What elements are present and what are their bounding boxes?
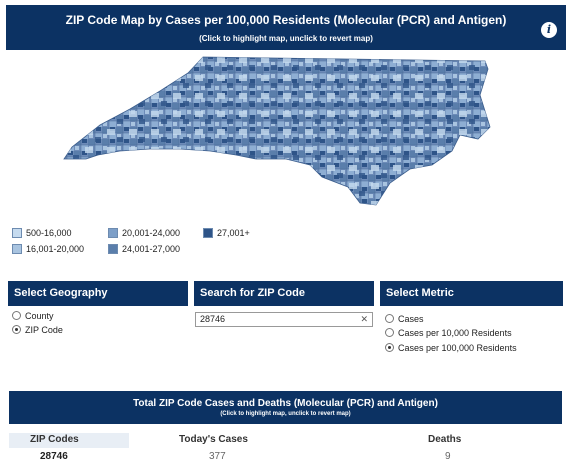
column-header-deaths[interactable]: Deaths (428, 434, 462, 445)
legend-item: 20,001-24,000 (108, 228, 180, 238)
radio-button[interactable] (12, 325, 21, 334)
map-subtitle: (Click to highlight map, unclick to reve… (199, 34, 373, 43)
radio-button[interactable] (12, 311, 21, 320)
legend-swatch (12, 244, 22, 254)
legend-item: 16,001-20,000 (12, 244, 84, 254)
radio-button[interactable] (385, 343, 394, 352)
close-icon[interactable]: ✕ (360, 314, 368, 324)
legend-swatch (12, 228, 22, 238)
geography-heading: Select Geography (8, 281, 188, 306)
legend-label: 27,001+ (217, 228, 250, 238)
option-label: Cases per 10,000 Residents (398, 328, 512, 338)
radio-button[interactable] (385, 328, 394, 337)
state-shape[interactable] (63, 56, 491, 206)
geography-option-county[interactable]: County (12, 311, 54, 321)
table-header: Total ZIP Code Cases and Deaths (Molecul… (9, 391, 562, 424)
legend-label: 16,001-20,000 (26, 244, 85, 254)
column-header-cases[interactable]: Today's Cases (179, 434, 248, 445)
map-header: ZIP Code Map by Cases per 100,000 Reside… (6, 5, 566, 50)
legend-label: 500-16,000 (26, 228, 72, 238)
zip-search-input[interactable]: 28746 ✕ (195, 312, 373, 327)
metric-option-cases[interactable]: Cases (385, 314, 424, 324)
table-title: Total ZIP Code Cases and Deaths (Molecul… (133, 398, 438, 409)
option-label: Cases (398, 314, 424, 324)
info-icon[interactable]: i (541, 22, 557, 38)
table-cell-zip[interactable]: 28746 (40, 451, 68, 462)
metric-option-cases-per-100k[interactable]: Cases per 100,000 Residents (385, 343, 517, 353)
table-cell-cases: 377 (209, 451, 226, 462)
legend-swatch (108, 228, 118, 238)
metric-heading: Select Metric (380, 281, 563, 306)
legend-label: 20,001-24,000 (122, 228, 181, 238)
search-value: 28746 (200, 314, 226, 324)
column-header-background (9, 433, 129, 448)
legend-item: 24,001-27,000 (108, 244, 180, 254)
zip-code-map[interactable] (60, 55, 492, 210)
legend-label: 24,001-27,000 (122, 244, 181, 254)
search-heading: Search for ZIP Code (194, 281, 374, 306)
column-header-zip[interactable]: ZIP Codes (30, 434, 79, 445)
option-label: Cases per 100,000 Residents (398, 343, 517, 353)
legend-item: 500-16,000 (12, 228, 72, 238)
radio-button[interactable] (385, 314, 394, 323)
option-label: County (25, 311, 54, 321)
metric-option-cases-per-10k[interactable]: Cases per 10,000 Residents (385, 328, 512, 338)
legend-item: 27,001+ (203, 228, 250, 238)
table-subtitle: (Click to highlight map, unclick to reve… (220, 411, 351, 417)
table-cell-deaths: 9 (445, 451, 451, 462)
legend-swatch (203, 228, 213, 238)
option-label: ZIP Code (25, 325, 63, 335)
map-title: ZIP Code Map by Cases per 100,000 Reside… (65, 13, 507, 27)
legend-swatch (108, 244, 118, 254)
geography-option-zip[interactable]: ZIP Code (12, 325, 63, 335)
